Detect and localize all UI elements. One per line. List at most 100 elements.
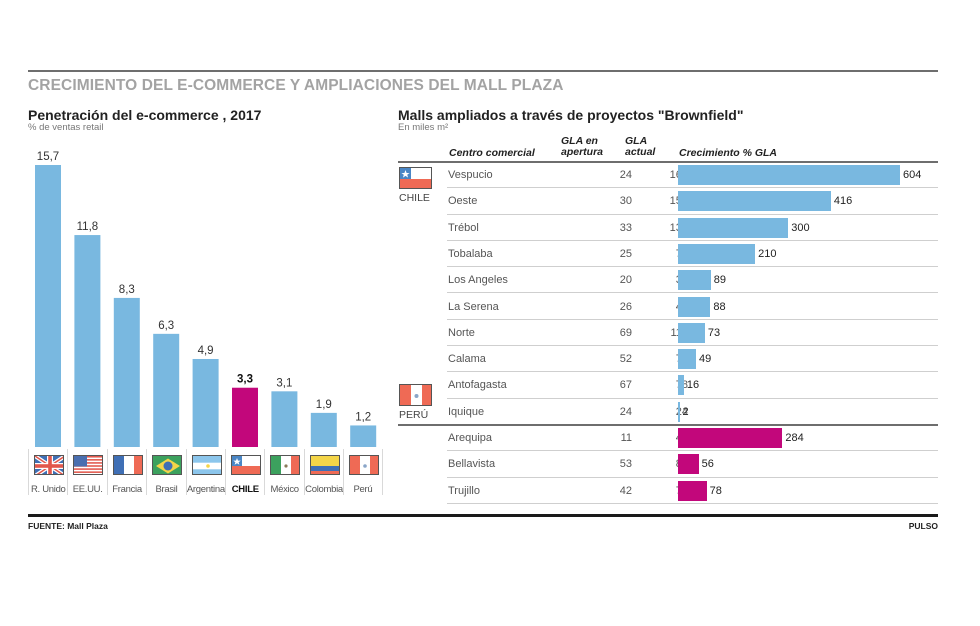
growth-bar [678, 270, 711, 291]
country-label: Colombia [305, 484, 343, 495]
table-row: Oeste30155416 [447, 188, 938, 215]
growth-value: 284 [785, 432, 804, 444]
col-header-opening-line1: GLA en [561, 135, 598, 147]
country-label: Perú [353, 484, 373, 495]
country-cell: México [264, 449, 304, 495]
country-cell: Colombia [303, 449, 344, 495]
bar-colombia [310, 412, 337, 447]
country-cell: Perú [343, 449, 383, 495]
right-table-subtitle: En miles m² [398, 122, 449, 133]
growth-bar [678, 296, 711, 317]
gla-opening: 11 [620, 432, 632, 444]
growth-value: 300 [791, 221, 810, 234]
bar-brasil [153, 333, 180, 447]
country-cell: Brasil [146, 449, 186, 495]
table-row: Norte6911973 [447, 320, 938, 347]
growth-value: 2 [682, 405, 689, 418]
country-cell: R. Unido [28, 449, 68, 495]
gla-opening: 24 [619, 405, 632, 418]
mall-name: Arequipa [448, 432, 493, 444]
table-header-rule [398, 161, 938, 163]
table-row: Vespucio24169604 [447, 162, 938, 189]
chile-flag-icon [399, 167, 432, 189]
country-axis: R. Unido EE.UU. Francia Brasil Argentina CHIL… [0, 0, 400, 510]
growth-bar [678, 480, 707, 501]
country-label: R. Unido [30, 484, 66, 495]
bar-value-label: 8,3 [119, 284, 135, 296]
table-row: Trujillo427578 [447, 478, 938, 504]
growth-value: 49 [699, 353, 712, 366]
growth-bar [678, 401, 680, 422]
gla-opening: 25 [619, 247, 632, 260]
growth-bar [678, 322, 705, 343]
table-row: Iquique 24 24 2 [447, 399, 938, 425]
growth-value: 16 [686, 379, 700, 392]
gla-opening: 24 [619, 169, 632, 181]
mall-name: Trujillo [448, 484, 480, 497]
col-header-current: GLA actual [625, 136, 655, 158]
mall-name: Tobalaba [448, 247, 493, 260]
mall-name: La Serena [448, 300, 499, 313]
left-chart-subtitle: % de ventas retail [28, 122, 104, 133]
country-label: EE.UU. [72, 484, 103, 495]
growth-value: 89 [713, 274, 726, 287]
mall-name: Los Angeles [448, 274, 508, 287]
chile-group-label: CHILE [399, 192, 430, 204]
gla-opening: 33 [619, 221, 632, 234]
argentina-flag-icon [191, 455, 222, 475]
country-cell: Francia [106, 449, 147, 495]
country-label: CHILE [231, 484, 259, 495]
gla-opening: 67 [619, 379, 632, 392]
gla-opening: 53 [619, 458, 632, 471]
gla-opening: 30 [619, 195, 632, 208]
growth-value: 78 [709, 484, 722, 497]
growth-bar [678, 243, 756, 264]
growth-bar [678, 165, 900, 185]
table-row: Tobalaba2577210 [447, 241, 938, 268]
bar-value-label: 1,2 [355, 411, 371, 423]
growth-bar [678, 428, 783, 448]
bottom-rule [28, 514, 938, 517]
mall-name: Norte [448, 326, 475, 339]
source-note: FUENTE: Mall Plaza [28, 521, 108, 531]
bar-chile [232, 387, 258, 447]
gla-opening: 52 [619, 353, 632, 366]
country-label: México [270, 484, 299, 495]
france-flag-icon [112, 455, 143, 475]
mall-name: Calama [448, 353, 486, 366]
table-row: Arequipa1142284 [447, 425, 938, 452]
peru-group-label: PERÚ [399, 409, 429, 421]
publisher-label: PULSO [908, 521, 938, 531]
table-row: Bellavista538356 [447, 451, 938, 478]
mall-name: Bellavista [448, 458, 496, 471]
bar-value-label: 6,3 [158, 320, 174, 332]
growth-bar [678, 217, 789, 238]
country-label: Francia [112, 484, 142, 495]
country-divider-rule [398, 424, 938, 426]
main-title: CRECIMIENTO DEL E-COMMERCE Y AMPLIACIONE… [28, 77, 564, 94]
country-cell: CHILE [225, 449, 265, 495]
gla-opening: 26 [619, 300, 632, 313]
col-header-current-line1: GLA [625, 135, 648, 147]
growth-value: 88 [713, 300, 726, 313]
country-label: Argentina [186, 484, 225, 495]
mall-name: Trébol [448, 221, 479, 234]
table-row: La Serena264988 [447, 294, 938, 320]
col-header-current-line2: actual [625, 146, 656, 158]
bar-value-label: 1,9 [316, 399, 332, 411]
left-chart-title: Penetración del e-commerce , 2017 [28, 107, 262, 123]
uk-flag-icon [34, 455, 64, 475]
mall-name: Oeste [448, 195, 478, 208]
growth-bar [678, 375, 684, 396]
country-cell: Argentina [185, 449, 225, 495]
table-row: Calama527749 [447, 346, 938, 373]
right-table-title: Malls ampliados a través de proyectos "B… [398, 107, 744, 123]
bar-m-xico [271, 391, 298, 447]
bar-value-label: 3,1 [276, 377, 292, 389]
bar-r-unido [35, 165, 61, 447]
chile-flag-icon [231, 455, 261, 475]
growth-bar [678, 454, 699, 475]
col-header-growth: Crecimiento % GLA [679, 147, 778, 159]
growth-value: 210 [758, 247, 777, 260]
bar-value-label: 4,9 [198, 345, 214, 357]
